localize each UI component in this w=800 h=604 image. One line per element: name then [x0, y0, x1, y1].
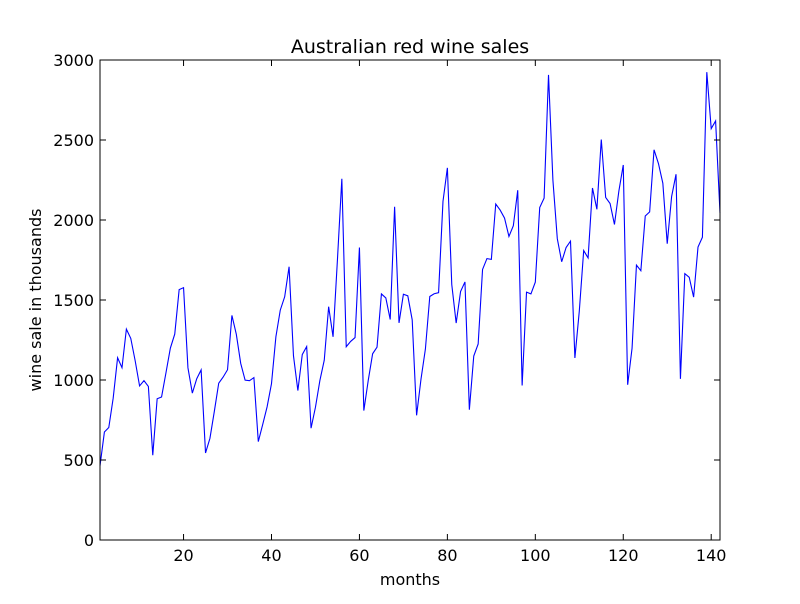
y-axis-label: wine sale in thousands — [26, 209, 45, 392]
y-axis: 0 500 1000 1500 2000 2500 3000 — [53, 51, 720, 550]
plot-area — [99, 72, 721, 466]
y-tick-label: 2000 — [53, 211, 94, 230]
x-tick-label: 80 — [437, 546, 457, 565]
chart-title: Australian red wine sales — [291, 36, 529, 58]
y-tick-label: 2500 — [53, 131, 94, 150]
y-tick-label: 1500 — [53, 291, 94, 310]
y-tick-label: 3000 — [53, 51, 94, 70]
x-tick-label: 140 — [696, 546, 727, 565]
x-axis: 20 40 60 80 100 120 140 — [173, 60, 726, 565]
axes-frame — [99, 59, 721, 541]
y-tick-label: 1000 — [53, 371, 94, 390]
series-line — [99, 72, 721, 466]
x-axis-label: months — [380, 570, 440, 589]
x-tick-label: 100 — [520, 546, 551, 565]
x-tick-label: 40 — [261, 546, 281, 565]
x-tick-label: 120 — [608, 546, 639, 565]
y-tick-label: 0 — [84, 531, 94, 550]
x-tick-label: 60 — [349, 546, 369, 565]
y-tick-label: 500 — [63, 451, 94, 470]
x-tick-label: 20 — [173, 546, 193, 565]
